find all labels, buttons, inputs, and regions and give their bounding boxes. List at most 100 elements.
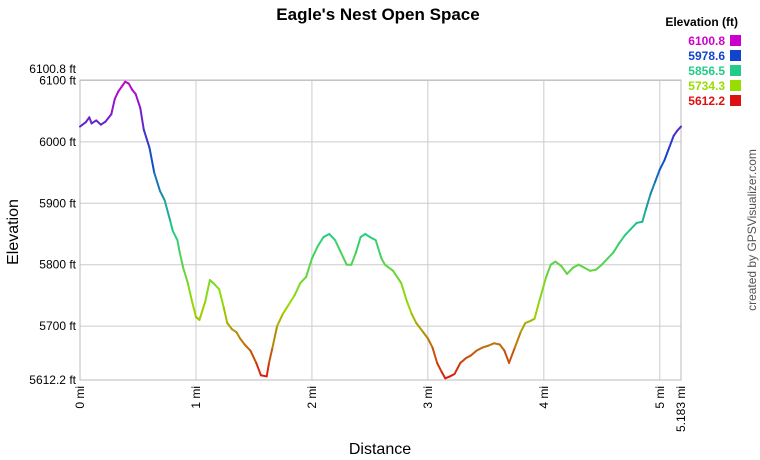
elevation-segment bbox=[583, 266, 592, 272]
elevation-segment bbox=[110, 97, 116, 116]
x-axis-label: Distance bbox=[349, 441, 411, 458]
elevation-segment bbox=[79, 121, 87, 128]
legend-swatch bbox=[730, 95, 741, 106]
x-tick-label: 1 mi bbox=[189, 386, 203, 409]
legend-value: 5734.3 bbox=[688, 79, 725, 93]
elevation-segment bbox=[459, 357, 468, 364]
elevation-segment bbox=[354, 236, 362, 254]
legend-swatch bbox=[730, 50, 741, 61]
x-tick-label: 2 mi bbox=[305, 386, 319, 409]
elevation-segment bbox=[503, 349, 511, 364]
elevation-segment bbox=[310, 245, 319, 260]
elevation-segment bbox=[271, 325, 279, 349]
legend-value: 5612.2 bbox=[688, 94, 725, 108]
elevation-segment bbox=[453, 361, 462, 375]
elevation-segment bbox=[243, 343, 252, 352]
elevation-segment bbox=[186, 282, 193, 300]
elevation-segment bbox=[95, 119, 102, 126]
elevation-segment bbox=[139, 107, 145, 131]
elevation-segment bbox=[134, 93, 142, 110]
x-tick-label: 4 mi bbox=[537, 386, 551, 409]
elevation-segment bbox=[104, 113, 113, 123]
y-tick-label: 5700 ft bbox=[39, 319, 76, 333]
elevation-segment bbox=[299, 275, 308, 285]
elevation-segment bbox=[350, 251, 357, 266]
elevation-segment bbox=[415, 322, 425, 334]
elevation-segment bbox=[178, 251, 185, 269]
legend-value: 6100.8 bbox=[688, 34, 725, 48]
elevation-segment bbox=[629, 221, 638, 231]
elevation-segment bbox=[600, 257, 609, 266]
elevation-segment bbox=[436, 361, 443, 374]
elevation-segment bbox=[663, 147, 671, 162]
elevation-segment bbox=[513, 331, 522, 349]
elevation-line bbox=[79, 80, 682, 380]
elevation-segment bbox=[431, 346, 439, 364]
elevation-segment bbox=[383, 263, 395, 272]
elevation-segment bbox=[169, 220, 174, 232]
elevation-segment bbox=[533, 300, 541, 320]
elevation-segment bbox=[368, 236, 377, 242]
elevation-segment bbox=[226, 322, 233, 331]
elevation-segment bbox=[676, 125, 682, 132]
elevation-segment bbox=[235, 331, 242, 340]
elevation-segment bbox=[606, 251, 615, 260]
elevation-segment bbox=[322, 232, 331, 239]
elevation-segment bbox=[560, 264, 569, 275]
elevation-segment bbox=[487, 342, 495, 347]
elevation-segment bbox=[265, 361, 271, 378]
elevation-segment bbox=[426, 337, 434, 349]
elevation-segment bbox=[281, 303, 290, 315]
elevation-segment bbox=[654, 168, 661, 183]
credit-text: created by GPSVisualizer.com bbox=[745, 149, 759, 311]
elevation-segment bbox=[498, 343, 506, 352]
elevation-segment bbox=[668, 134, 675, 150]
y-tick-label: 6100 ft bbox=[39, 73, 76, 87]
elevation-segment bbox=[328, 232, 337, 242]
elevation-segment bbox=[641, 208, 647, 223]
elevation-segment bbox=[218, 288, 225, 309]
elevation-segment bbox=[182, 266, 189, 285]
x-tick-label: 0 mi bbox=[73, 386, 87, 409]
y-axis-label: Elevation bbox=[5, 199, 22, 265]
elevation-segment bbox=[545, 263, 552, 278]
elevation-segment bbox=[422, 331, 429, 340]
elevation-segment bbox=[612, 242, 621, 254]
elevation-segment bbox=[406, 300, 413, 315]
elevation-segment bbox=[305, 257, 313, 278]
y-tick-label: 6100.8 ft bbox=[29, 62, 76, 76]
elevation-segment bbox=[142, 128, 151, 150]
elevation-segment bbox=[672, 129, 679, 137]
elevation-segment bbox=[508, 346, 516, 364]
legend-value: 5978.6 bbox=[688, 49, 725, 63]
elevation-segment bbox=[380, 257, 386, 266]
y-tick-label: 6000 ft bbox=[39, 135, 76, 149]
elevation-segment bbox=[127, 82, 134, 91]
elevation-segment bbox=[268, 346, 274, 364]
elevation-segment bbox=[120, 80, 127, 88]
y-tick-label: 5800 ft bbox=[39, 258, 76, 272]
y-axis-ticks: 5612.2 ft 5700 ft 5800 ft 5900 ft 6000 ft 610… bbox=[29, 62, 76, 387]
elevation-segment bbox=[400, 282, 408, 303]
elevation-segment bbox=[392, 269, 403, 285]
elevation-segment bbox=[339, 251, 348, 266]
elevation-segment bbox=[475, 346, 484, 352]
elevation-segment bbox=[334, 239, 342, 254]
elevation-segment bbox=[469, 349, 478, 357]
elevation-segment bbox=[571, 263, 580, 269]
elevation-segment bbox=[649, 180, 657, 196]
elevation-segment bbox=[148, 147, 156, 174]
y-tick-label: 5612.2 ft bbox=[29, 373, 76, 387]
elevation-segment bbox=[153, 171, 162, 193]
legend-swatch bbox=[730, 65, 741, 76]
elevation-segment bbox=[276, 312, 284, 328]
elevation-segment bbox=[410, 312, 418, 325]
elevation-segment bbox=[623, 228, 632, 237]
x-tick-label: 3 mi bbox=[421, 386, 435, 409]
elevation-segment bbox=[577, 263, 586, 269]
elevation-segment bbox=[644, 193, 652, 211]
chart-title: Eagle's Nest Open Space bbox=[276, 5, 479, 24]
x-tick-label: 5 mi bbox=[653, 386, 667, 409]
elevation-segment bbox=[293, 282, 302, 297]
elevation-segment bbox=[190, 297, 197, 318]
